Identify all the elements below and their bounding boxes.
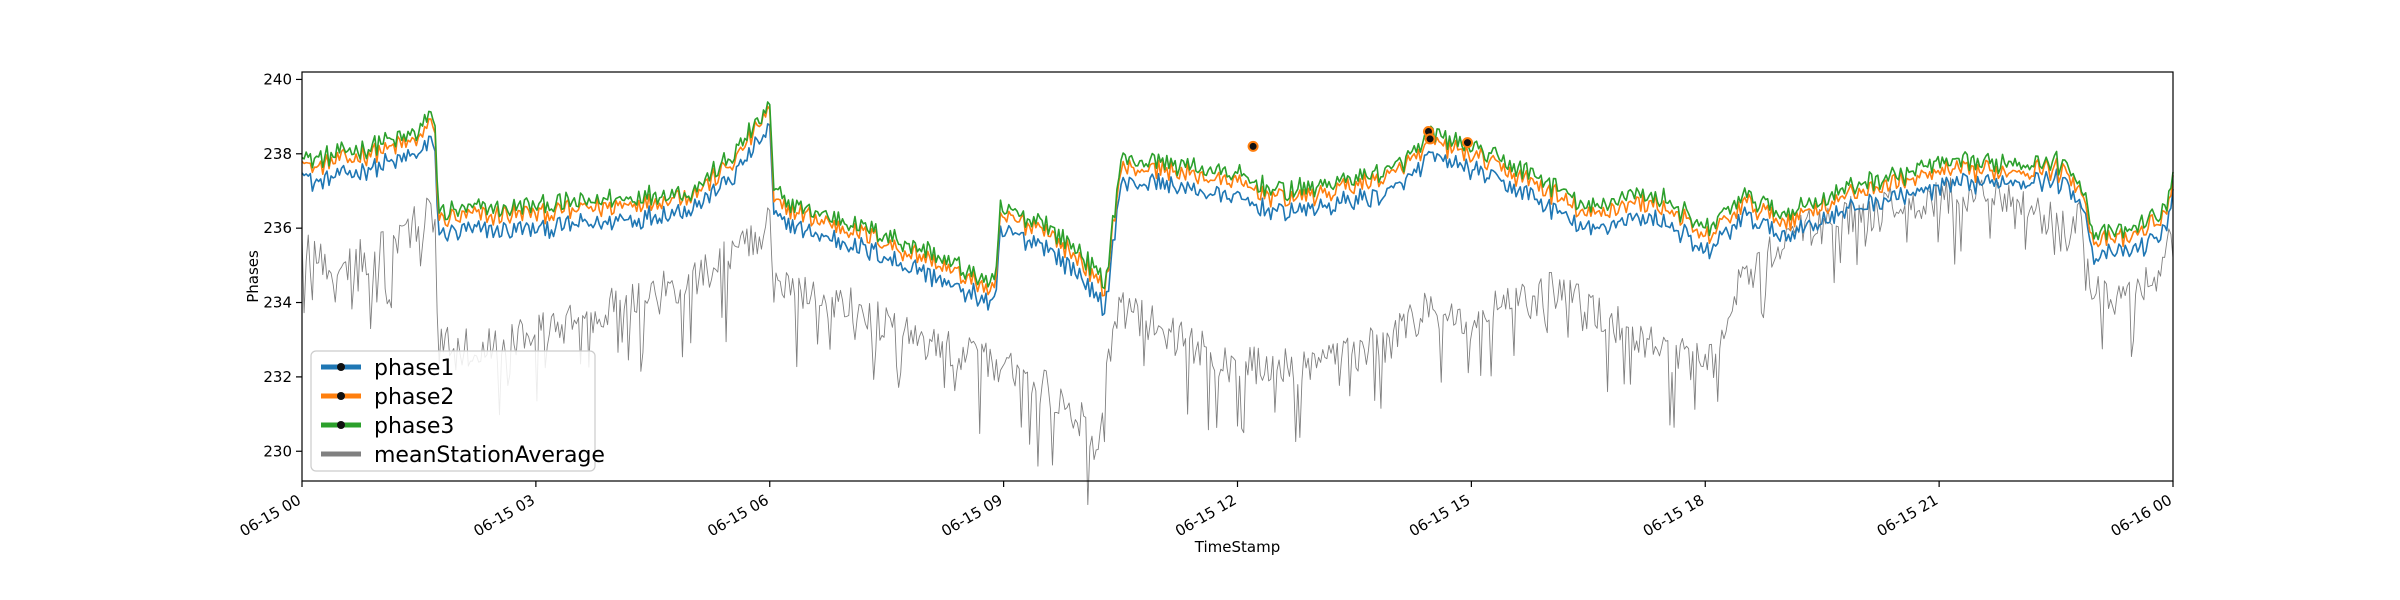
legend-label: meanStationAverage [374,443,605,468]
legend-label: phase1 [374,356,454,381]
y-tick-label: 236 [263,219,292,237]
y-tick-label: 240 [263,70,292,88]
legend-marker [337,392,345,400]
legend-label: phase2 [374,385,454,410]
series-line-phase3 [301,101,2174,290]
series-line-phase1 [301,123,2174,317]
y-tick-label: 232 [263,368,292,386]
legend-label: phase3 [374,414,454,439]
x-tick-label: 06-15 21 [1874,491,1941,540]
legend-box [310,350,596,472]
series-line-phase2 [301,105,2174,297]
x-tick-label: 06-15 06 [704,491,771,540]
legend-item-phase2: phase2 [321,385,454,410]
outlier-marker [1461,137,1473,149]
y-tick-label: 234 [263,294,292,312]
series-line-meanStationAverage [301,177,2174,506]
legend-marker [337,363,345,371]
plot-frame [301,71,2174,482]
x-tick-label: 06-15 18 [1640,491,1707,540]
y-axis-ticks: 230 232 234 236 238 240 [263,70,302,460]
outlier-marker [1247,140,1259,152]
y-tick-label: 238 [263,145,292,163]
x-tick-label: 06-15 12 [1172,491,1239,540]
y-axis-label: Phases [244,250,262,303]
plot-series [301,101,2174,506]
x-tick-label: 06-16 00 [2108,491,2175,540]
legend-item-phase1: phase1 [321,356,454,381]
y-tick-label: 230 [263,442,292,460]
legend: phase1 phase2 phase3 meanStationAverage [310,350,605,472]
legend-item-meanStationAverage: meanStationAverage [321,443,605,468]
x-axis-ticks: 06-15 00 06-15 03 06-15 06 06-15 09 06-15 12… [237,481,2175,540]
outlier-marker [1424,133,1436,145]
x-tick-label: 06-15 03 [470,491,537,540]
plot-markers [1247,125,1473,152]
legend-marker [337,421,345,429]
x-tick-label: 06-15 09 [938,491,1005,540]
x-tick-label: 06-15 15 [1406,491,1473,540]
legend-item-phase3: phase3 [321,414,454,439]
x-tick-label: 06-15 00 [237,491,304,540]
x-axis-label: TimeStamp [1194,538,1280,556]
